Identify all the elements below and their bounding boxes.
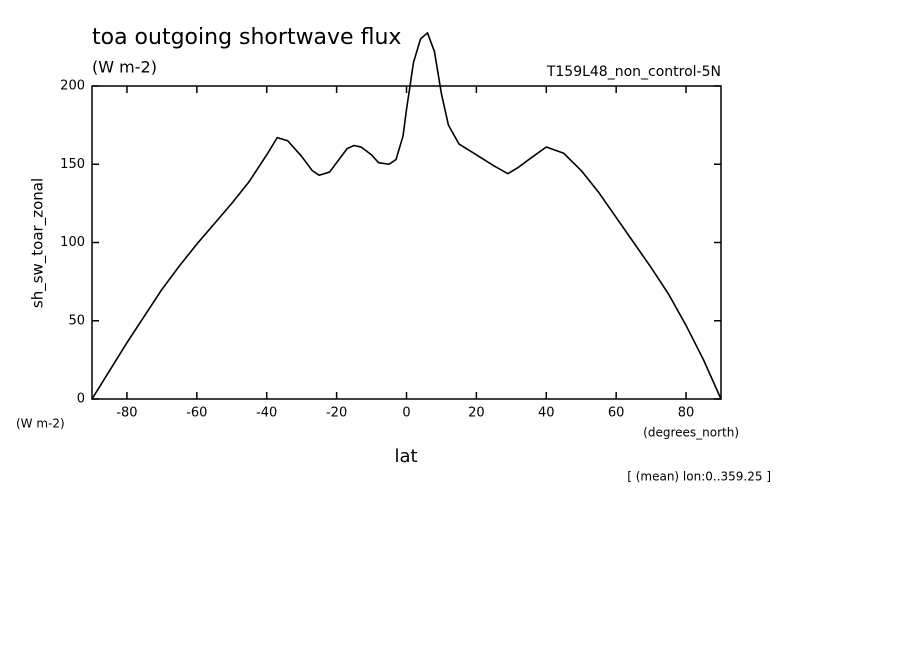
y-units: (W m-2) [16, 417, 65, 431]
chart-title: toa outgoing shortwave flux [92, 25, 401, 50]
chart-subtitle: (W m-2) [92, 58, 157, 77]
y-axis-label: sh_sw_toar_zonal [29, 178, 48, 308]
x-tick-label: 40 [538, 406, 555, 421]
note: [ (mean) lon:0..359.25 ] [627, 470, 771, 484]
y-tick-label: 150 [60, 157, 85, 172]
x-tick-label: 80 [678, 406, 695, 421]
run-label: T159L48_non_control-5N [546, 64, 721, 80]
x-tick-label: -80 [116, 406, 137, 421]
x-tick-label: 20 [468, 406, 485, 421]
x-tick-label: -20 [326, 406, 347, 421]
y-tick-label: 0 [77, 392, 85, 407]
y-tick-label: 50 [68, 313, 85, 328]
x-tick-label: 0 [402, 406, 410, 421]
x-axis-label: lat [394, 446, 417, 467]
y-tick-label: 200 [60, 79, 85, 94]
x-tick-label: -40 [256, 406, 277, 421]
x-tick-label: 60 [608, 406, 625, 421]
x-tick-label: -60 [186, 406, 207, 421]
x-units: (degrees_north) [643, 426, 739, 440]
data-line [91, 31, 722, 400]
y-tick-label: 100 [60, 235, 85, 250]
